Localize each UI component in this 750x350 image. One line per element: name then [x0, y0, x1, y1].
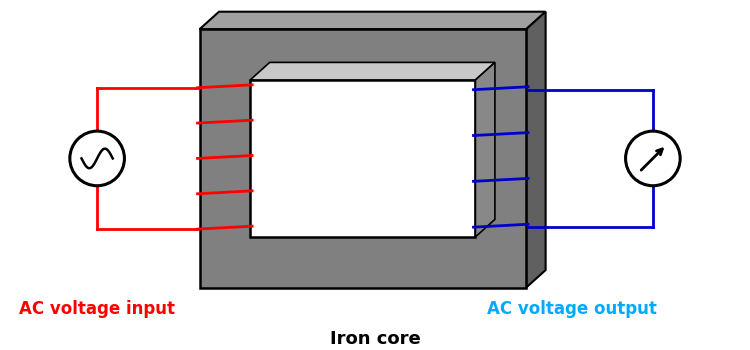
- Polygon shape: [200, 12, 545, 29]
- Polygon shape: [476, 62, 495, 237]
- Text: AC voltage output: AC voltage output: [487, 300, 657, 318]
- Text: AC voltage input: AC voltage input: [20, 300, 176, 318]
- Circle shape: [626, 131, 680, 186]
- Polygon shape: [526, 12, 545, 288]
- Polygon shape: [251, 62, 495, 80]
- Polygon shape: [251, 80, 476, 237]
- Text: Iron core: Iron core: [330, 330, 420, 348]
- Polygon shape: [200, 29, 526, 288]
- Circle shape: [70, 131, 124, 186]
